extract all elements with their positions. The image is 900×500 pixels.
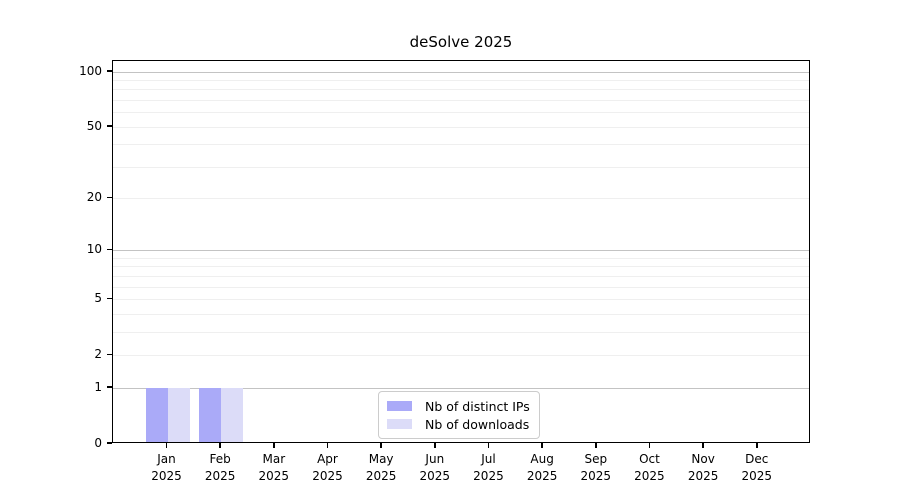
legend-row-2: Nb of downloads: [387, 415, 530, 433]
x-tick-3: [273, 443, 275, 448]
y-tick-label-2: 2: [94, 346, 102, 361]
x-tick-9: [595, 443, 597, 448]
gridline-y-3: [113, 331, 809, 333]
legend-row-1: Nb of distinct IPs: [387, 397, 530, 415]
bar-nb-of-distinct-ips-feb-2025: [199, 388, 222, 443]
legend-swatch-icon: [387, 419, 412, 429]
x-tick-2: [219, 443, 221, 448]
gridline-y-9: [113, 257, 809, 259]
x-tick-label-1: Jan 2025: [151, 452, 182, 483]
bar-nb-of-downloads-feb-2025: [221, 388, 244, 443]
gridline-y-10: [113, 250, 809, 252]
y-tick-0: [107, 442, 112, 444]
gridline-y-70: [113, 99, 809, 101]
x-tick-6: [434, 443, 436, 448]
y-tick-100: [107, 70, 112, 72]
y-tick-5: [107, 297, 112, 300]
y-tick-label-10: 10: [86, 242, 102, 257]
x-tick-label-10: Oct 2025: [634, 452, 665, 483]
x-tick-12: [756, 443, 758, 448]
y-tick-10: [107, 248, 112, 251]
x-tick-label-5: May 2025: [365, 452, 397, 483]
gridline-y-1: [113, 387, 809, 389]
gridline-y-7: [113, 275, 809, 277]
gridline-y-5: [113, 299, 809, 301]
y-tick-label-100: 100: [79, 63, 102, 78]
gridline-y-30: [113, 166, 809, 168]
x-tick-label-9: Sep 2025: [580, 452, 612, 483]
x-tick-5: [380, 443, 382, 448]
gridline-y-80: [113, 89, 809, 91]
gridline-y-6: [113, 286, 809, 288]
x-tick-11: [702, 443, 704, 448]
y-tick-50: [107, 125, 112, 127]
y-tick-label-1: 1: [94, 379, 102, 394]
bar-nb-of-distinct-ips-jan-2025: [145, 388, 168, 443]
gridline-y-8: [113, 266, 809, 268]
plot-area: Nb of distinct IPs Nb of downloads: [112, 60, 810, 443]
x-tick-10: [648, 443, 651, 448]
y-tick-1: [107, 386, 112, 388]
gridline-y-40: [113, 144, 809, 146]
gridline-y-2: [113, 354, 809, 356]
bar-nb-of-downloads-jan-2025: [167, 388, 190, 443]
y-tick-label-0: 0: [94, 435, 102, 450]
x-tick-4: [326, 443, 329, 448]
y-tick-label-20: 20: [86, 190, 102, 205]
x-tick-label-6: Jun 2025: [419, 452, 451, 483]
legend: Nb of distinct IPs Nb of downloads: [378, 391, 540, 439]
legend-label: Nb of downloads: [425, 416, 530, 432]
gridline-y-90: [113, 79, 809, 81]
legend-swatch-icon: [387, 401, 412, 411]
x-tick-label-3: Mar 2025: [258, 452, 290, 483]
gridline-y-60: [113, 112, 809, 114]
x-tick-label-2: Feb 2025: [204, 452, 236, 483]
x-tick-label-8: Aug 2025: [526, 452, 558, 483]
x-tick-label-12: Dec 2025: [741, 452, 773, 483]
x-tick-label-4: Apr 2025: [312, 452, 343, 483]
gridline-y-20: [113, 198, 809, 200]
x-tick-label-11: Nov 2025: [687, 452, 719, 483]
x-tick-label-7: Jul 2025: [473, 452, 504, 483]
gridline-y-50: [113, 126, 809, 128]
x-tick-8: [541, 443, 543, 448]
y-tick-2: [107, 353, 112, 356]
y-tick-20: [107, 196, 112, 199]
legend-label: Nb of distinct IPs: [425, 398, 530, 414]
x-tick-1: [165, 443, 168, 448]
y-tick-label-5: 5: [94, 291, 102, 306]
y-tick-label-50: 50: [86, 118, 102, 133]
x-tick-7: [487, 443, 490, 448]
gridline-y-100: [113, 71, 809, 73]
chart-title: deSolve 2025: [409, 33, 513, 51]
gridline-y-4: [113, 313, 809, 315]
